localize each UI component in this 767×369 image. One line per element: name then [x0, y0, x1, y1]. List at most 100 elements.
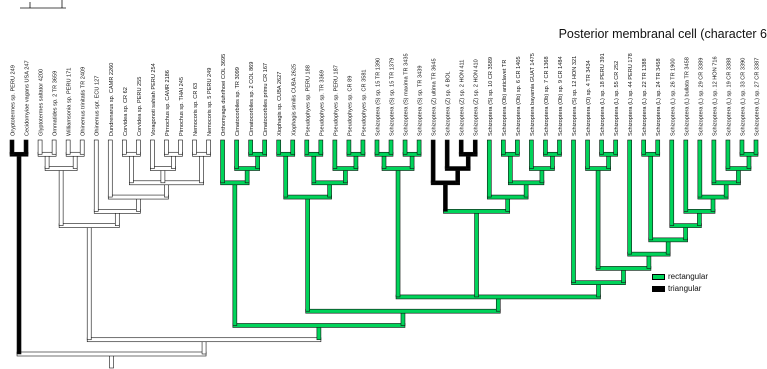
branch-145	[697, 139, 703, 198]
taxon-label: Schizoptera (L) sp. 55 CR 252	[614, 61, 620, 136]
branch-25	[107, 139, 113, 198]
branch-31	[136, 139, 141, 155]
branch-74	[346, 139, 352, 155]
branch-136	[655, 139, 661, 155]
taxon-label: Schizoptera (L) sp. 33 CR 3390	[740, 58, 746, 136]
taxon-label: Pseudophyes sp. TR 3369	[319, 70, 325, 136]
taxon-label: Schizoptera (L) sp. 29 CR 3389	[698, 58, 704, 136]
taxon-label: Cimatocorbiles sp. 2 COL 869	[249, 62, 255, 136]
branch-22	[93, 139, 99, 212]
branch-11	[44, 166, 78, 171]
taxon-label: Schizoptera (Ob) sp. 9 CR 1484	[558, 56, 564, 136]
branch-39	[199, 153, 204, 184]
branch-68	[318, 139, 324, 155]
branch-123	[585, 139, 590, 169]
taxon-label: Cimatocorbiles primu CR 167	[263, 63, 269, 136]
branch-27	[129, 180, 204, 186]
branch-19	[79, 139, 85, 155]
taxon-label: Schizoptera (L) sp. 27 CR 3387	[755, 58, 761, 136]
taxon-label: Orthomyaga duhrlhoei COL 3695	[221, 54, 227, 136]
legend-label-rectangular: rectangular	[668, 272, 709, 281]
branch-121	[595, 168, 601, 269]
branch-102	[486, 139, 492, 198]
branch-135	[641, 139, 646, 155]
branch-21	[93, 209, 141, 214]
taxon-label: Dundrenarus sp. CAMR 2260	[109, 63, 115, 136]
branch-50	[234, 139, 239, 169]
taxon-label: Schizoptera (Z) sp. 2 HON 411	[460, 60, 466, 136]
legend-swatch-triangular	[652, 285, 665, 292]
branch-1	[16, 351, 207, 357]
legend-item-triangular: triangular	[652, 284, 701, 293]
root-stub	[20, 0, 66, 9]
branch-77	[395, 294, 601, 300]
taxon-label: Ohinemus spt. ECU 127	[95, 76, 101, 136]
branch-30	[122, 139, 127, 155]
branch-24	[107, 194, 169, 200]
branch-101	[486, 194, 529, 200]
branch-130	[627, 139, 632, 255]
branch-86	[402, 139, 408, 155]
taxon-label: Schizoptera (L) sp. 44 PERU 178	[628, 53, 634, 136]
taxon-label: Schizoptera (L) sp. 24 TR 3458	[656, 58, 662, 136]
branch-53	[248, 139, 253, 155]
taxon-label: Nemocoris sp. CR 63	[193, 83, 199, 136]
taxon-label: Ommatides sp. 2 TR 3659	[53, 71, 59, 136]
branch-126	[599, 139, 604, 155]
branch-37	[164, 139, 169, 155]
branch-105	[508, 153, 513, 184]
branch-141	[683, 209, 716, 214]
branch-88	[474, 211, 479, 298]
taxon-label: Pseudophyes sp. CR 89	[347, 76, 353, 136]
legend-item-rectangular: rectangular	[652, 272, 708, 281]
branch-38	[178, 139, 183, 155]
legend-label-triangular: triangular	[668, 284, 702, 293]
tree-branches	[9, 0, 759, 369]
branch-56	[305, 308, 501, 314]
branch-44	[232, 323, 406, 328]
branch-104	[508, 180, 545, 186]
taxon-label: Schizoptera (Z) sp. 2 HON 410	[474, 59, 480, 136]
branch-132	[648, 237, 688, 243]
branch-111	[529, 139, 534, 169]
taxon-label: Corvidea sp. PERU 255	[137, 77, 143, 136]
taxon-label: Schizoptera (L) sp. 22 TR 1388	[642, 58, 648, 136]
taxon-label: Schizoptera (Z) sp. 4 BOL	[446, 71, 452, 136]
taxon-label: Schizoptera (Ob) sp. 6 CR 1405	[516, 56, 522, 136]
taxon-label: Pseudophyes sp. PERU 187	[333, 65, 339, 136]
branch-4	[9, 139, 15, 155]
branch-34	[150, 139, 155, 169]
branch-117	[571, 280, 626, 285]
branch-87	[416, 139, 422, 155]
taxon-label: Schizoptera (Ob) anticlavet TR	[502, 60, 508, 136]
branch-18	[65, 139, 71, 155]
branch-71	[332, 139, 338, 169]
taxon-label: Schizoptera bayamia GUAT 1475	[530, 53, 536, 136]
taxon-label: Schizoptera (S) sp. TR 3439	[418, 66, 424, 136]
taxon-label: Schizoptera (S) sp. 12 HON 321	[572, 56, 578, 136]
taxon-label: Pseudophyes sp. PERU 188	[305, 65, 311, 136]
taxon-label: Corvidea sp. CR 62	[123, 87, 129, 136]
taxon-label: Schizoptera (O) sp. 4 TR 3434	[586, 60, 592, 136]
branch-151	[725, 139, 731, 169]
branch-54	[262, 139, 267, 155]
branch-47	[220, 139, 225, 184]
branch-95	[444, 139, 450, 169]
taxon-labels: Oryptotermes sp. PERU 249 Cecidomyiae vag…	[11, 53, 761, 136]
branch-75	[360, 139, 366, 155]
taxon-label: Schizoptera (S) sp. 15 TR 1390	[375, 58, 381, 136]
branch-133	[648, 153, 654, 241]
branch-79	[381, 166, 415, 171]
branch-57	[305, 196, 310, 312]
branch-2	[16, 153, 22, 355]
branch-155	[753, 139, 759, 155]
taxon-label: Xiophagis similis CUBA 2625	[291, 64, 297, 136]
branch-115	[557, 139, 562, 155]
legend-swatch-rectangular	[652, 273, 665, 280]
branch-120	[595, 266, 652, 271]
branch-14	[37, 139, 43, 155]
taxon-label: Schizoptera (S) sp. 15 TR 1379	[390, 58, 396, 136]
branch-58	[283, 194, 332, 200]
taxon-label: Glyptotermes saltator 4200	[39, 69, 45, 136]
